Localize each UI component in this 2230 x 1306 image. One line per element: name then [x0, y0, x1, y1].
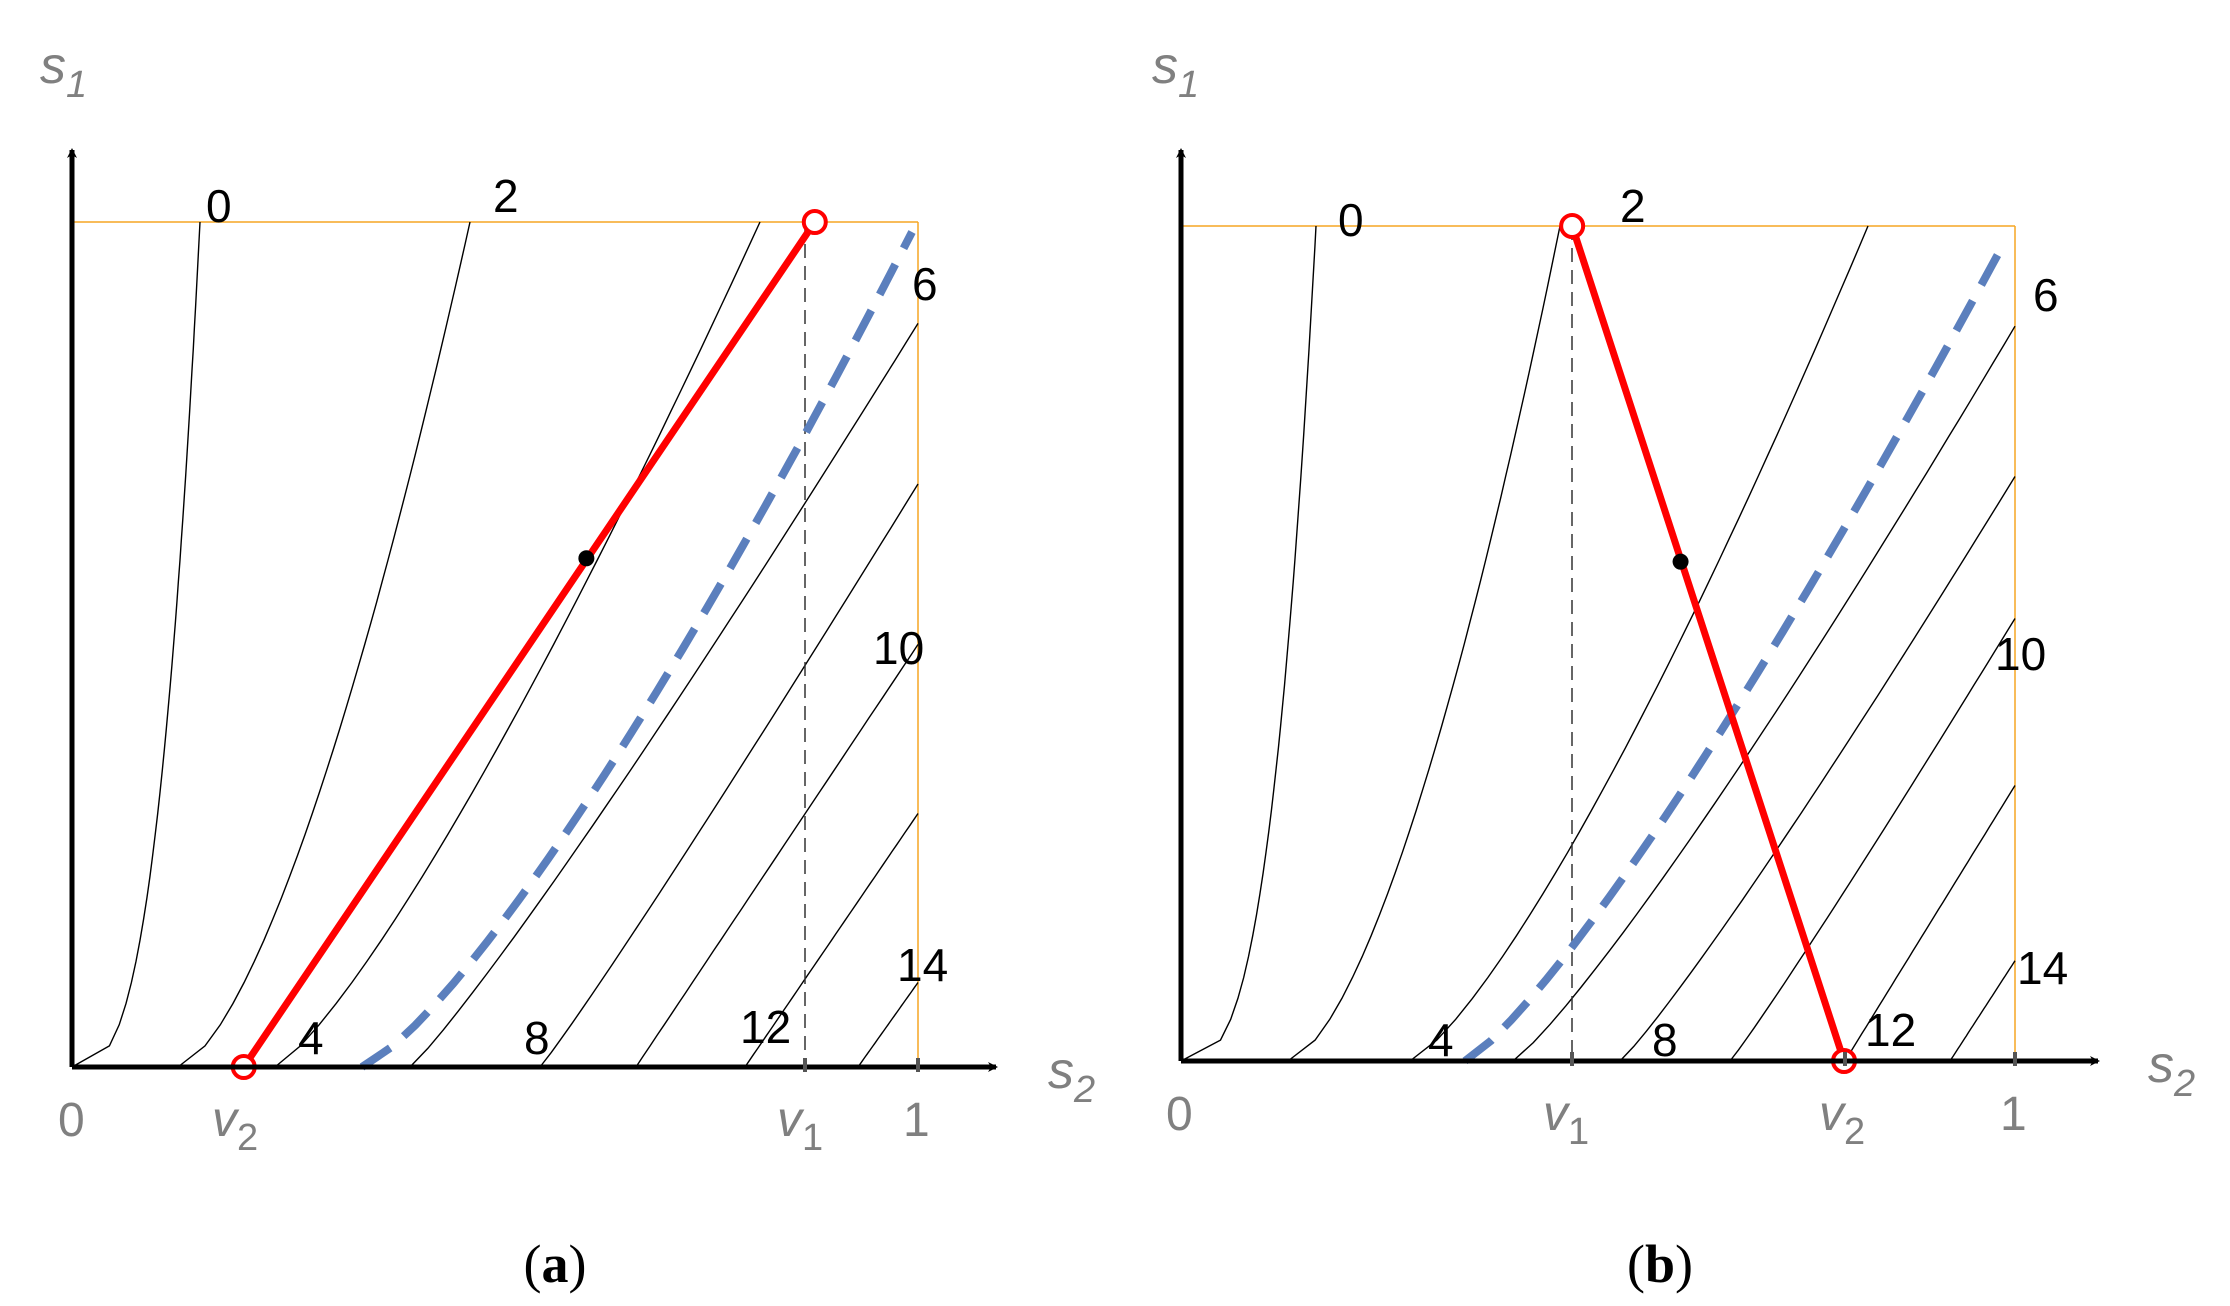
panel-b-tick-origin: 0 [1166, 1088, 1193, 1141]
panel-b-contour-label-2: 2 [1620, 180, 1646, 232]
panel-a-tick-v1-label: v1 [777, 1091, 823, 1159]
panel-b-tick-v2-label: v2 [1819, 1085, 1865, 1153]
panel-a-tick-one-label: 1 [903, 1094, 930, 1147]
panel-a-tick-v2: v2 [212, 1091, 258, 1159]
panel-b-contour-label-12: 12 [1865, 1004, 1916, 1056]
panel-a-contour-label-10: 10 [873, 622, 924, 674]
panel-b-tick-one-label: 1 [2000, 1088, 2027, 1141]
panel-b-contours-curve-6 [1844, 785, 2016, 1062]
panel-a-contours-curve-3 [409, 323, 919, 1068]
panel-b-contour-label-8: 8 [1652, 1014, 1678, 1066]
panel-b-contours-curve-0 [1180, 225, 1317, 1062]
panel-b-segment-start-marker [1559, 213, 1586, 239]
panel-b-contour-label-0: 0 [1338, 194, 1364, 246]
panel-b-contours-curve-3 [1512, 325, 2016, 1062]
panel-a-segment-end-marker [801, 209, 828, 235]
panel-a-contour-label-4: 4 [298, 1012, 324, 1064]
panel-a-contours [71, 221, 919, 1068]
panel-a-contour-label-12: 12 [740, 1001, 791, 1053]
panel-b-boundary [1181, 225, 2016, 1061]
panel-a-contours-curve-6 [744, 813, 919, 1068]
panel-a-contours-curve-5 [635, 644, 919, 1068]
panel-a-tangent-point [578, 550, 595, 567]
panel-b-tick-v1-label: v1 [1543, 1085, 1589, 1153]
panel-a-contours-curve-0 [71, 221, 201, 1068]
panel-b-y-axis-title: s1 [1152, 37, 1199, 106]
panel-a-contours-curve-2 [274, 221, 761, 1068]
panel-a-contours-curve-4 [539, 483, 919, 1068]
panel-a-contours-curve-1 [177, 221, 471, 1068]
panel-b-contour-label-14: 14 [2017, 942, 2068, 994]
panel-a-contours-curve-7 [857, 982, 919, 1068]
panel-a-contour-label-8: 8 [524, 1012, 550, 1064]
panel-a: s1 s2 0 v2 v1 1 0 2 4 6 8 10 12 14 (a) [40, 37, 1095, 1294]
panel-a-tick-origin: 0 [58, 1094, 85, 1147]
panel-a-contour-label-14: 14 [897, 939, 948, 991]
panel-b: s1 s2 0 v1 v2 1 0 2 4 6 8 10 12 14 (b) [1152, 37, 2195, 1294]
panel-b-contours-curve-2 [1409, 225, 1869, 1062]
panel-a-boundary [72, 221, 919, 1067]
panel-b-red-segment [1568, 224, 1848, 1063]
panel-a-y-axis-title: s1 [40, 37, 87, 106]
panel-a-dashed-curve [359, 230, 916, 1071]
panel-a-x-axis-title: s2 [1048, 1042, 1095, 1111]
panel-a-contour-label-0: 0 [206, 180, 232, 232]
panel-b-contours-curve-1 [1287, 225, 1561, 1062]
panel-a-red-segment [240, 220, 818, 1069]
panel-a-caption: (a) [524, 1234, 587, 1294]
panel-b-x-axis-title: s2 [2148, 1036, 2195, 1105]
panel-b-contour-label-4: 4 [1428, 1014, 1454, 1066]
panel-b-caption: (b) [1627, 1234, 1693, 1294]
panel-b-contours [1180, 225, 2016, 1062]
panel-a-contour-label-2: 2 [493, 170, 519, 222]
panel-b-contours-curve-4 [1619, 476, 2016, 1062]
panel-b-tangent-point [1672, 553, 1689, 570]
panel-a-contour-label-6: 6 [912, 258, 938, 310]
panel-b-dashed-curve [1462, 243, 2007, 1065]
panel-b-contours-curve-5 [1729, 618, 2016, 1062]
panel-b-contour-label-10: 10 [1995, 628, 2046, 680]
panel-b-contours-curve-7 [1949, 960, 2016, 1062]
panel-b-contour-label-6: 6 [2033, 269, 2059, 321]
